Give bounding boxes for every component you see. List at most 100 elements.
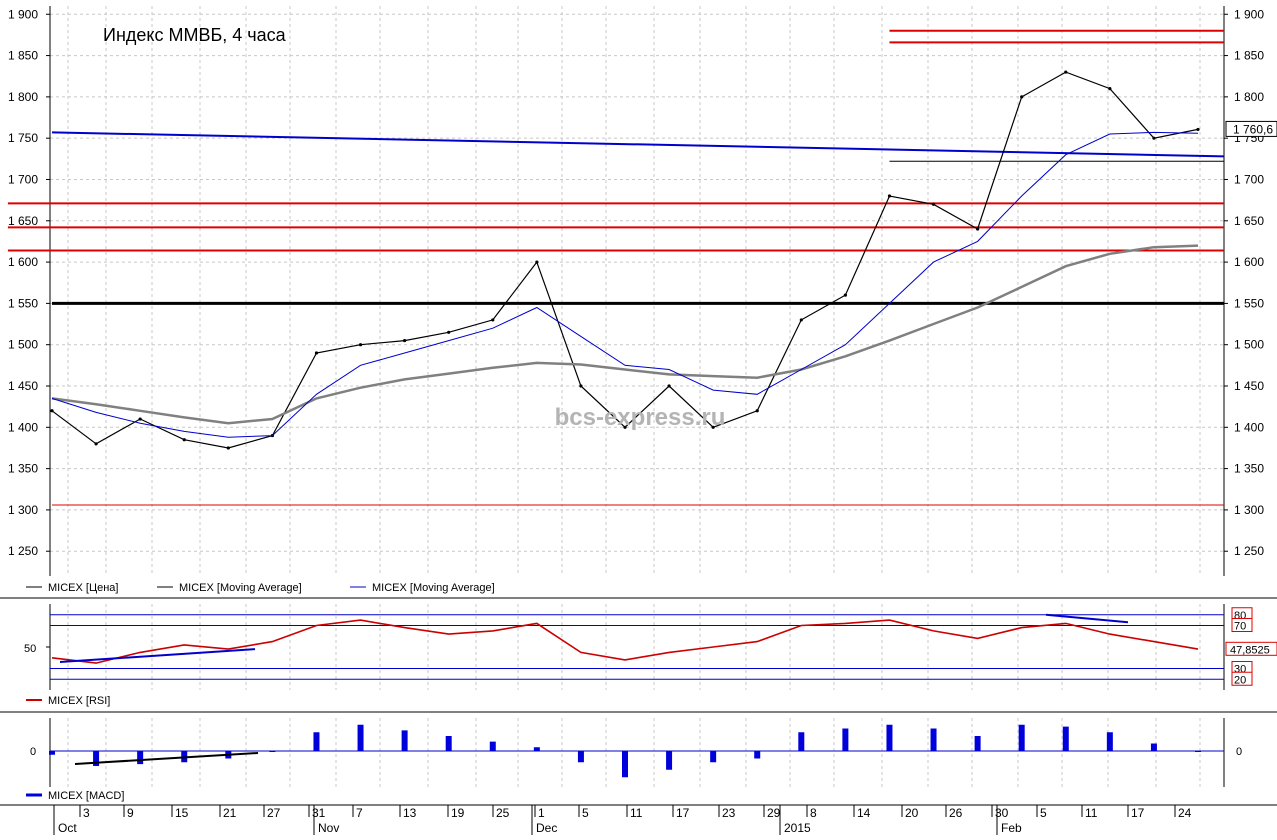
y-tick-label-right: 1 500 (1234, 338, 1264, 352)
panel-frames (0, 6, 1277, 806)
x-tick-label: 1 (538, 806, 545, 820)
x-tick-label: 19 (451, 806, 465, 820)
legend-price: MICEX [Цена] (48, 582, 118, 594)
macd-trendline (74, 752, 259, 765)
y-tick-label-left: 1 850 (8, 49, 38, 63)
price-point (447, 330, 451, 334)
x-tick-label: 21 (223, 806, 237, 820)
macd-bar (1106, 732, 1113, 751)
y-tick-label-right: 1 450 (1234, 379, 1264, 393)
macd-bar (93, 751, 100, 766)
x-tick-label: 20 (905, 806, 919, 820)
price-point (535, 260, 539, 264)
x-tick-label: 25 (496, 806, 510, 820)
y-tick-label-left: 1 350 (8, 462, 38, 476)
macd-bar (533, 747, 540, 751)
price-point (1108, 87, 1112, 91)
macd-zero-label-right: 0 (1236, 746, 1242, 758)
x-tick-label: 30 (995, 806, 1009, 820)
x-month-label: Oct (58, 821, 77, 835)
x-tick-label: 23 (722, 806, 736, 820)
y-tick-label-left: 1 250 (8, 544, 38, 558)
x-tick-label: 7 (356, 806, 363, 820)
price-point (182, 438, 186, 442)
rsi-trendline (1045, 613, 1129, 624)
macd-bar (577, 751, 584, 763)
y-tick-label-right: 1 400 (1234, 420, 1264, 434)
macd-bar (842, 728, 849, 751)
grid (50, 6, 1224, 787)
y-tick-label-left: 1 750 (8, 131, 38, 145)
watermark: bcs-express.ru (555, 404, 726, 431)
rsi-tick-box (1231, 618, 1253, 632)
price-point (799, 318, 803, 322)
y-tick-label-right: 1 250 (1234, 544, 1264, 558)
macd-bar (1018, 724, 1025, 751)
rsi-last-box (1225, 641, 1277, 656)
macd-bar (1195, 751, 1201, 752)
price-point (976, 227, 980, 231)
price-point (843, 293, 847, 297)
y-tick-label-left: 1 900 (8, 7, 38, 21)
trendline (51, 131, 1225, 158)
rsi-mid-label: 50 (24, 643, 36, 655)
rsi-label: MICEX [RSI] (48, 695, 110, 707)
y-tick-label-right: 1 850 (1234, 49, 1264, 63)
macd-bar (710, 751, 717, 763)
x-tick-label: 17 (1131, 806, 1145, 820)
macd-bar (622, 751, 628, 778)
price-point (138, 417, 142, 421)
price-point (50, 409, 54, 413)
macd-label: MICEX [MACD] (48, 790, 124, 802)
macd-bar (798, 732, 805, 751)
macd-bar (49, 751, 55, 755)
price-point (226, 446, 230, 450)
chart-title: Индекс ММВБ, 4 часа (103, 25, 287, 45)
price-point (1064, 70, 1068, 74)
y-tick-label-left: 1 550 (8, 296, 38, 310)
y-tick-label-left: 1 650 (8, 214, 38, 228)
x-month-label: Nov (318, 821, 339, 835)
macd-bar (313, 732, 320, 751)
x-tick-label: 15 (175, 806, 189, 820)
macd-bar (1150, 743, 1157, 751)
price-point (931, 202, 936, 206)
legend-ma-short: MICEX [Moving Average] (372, 582, 495, 594)
ma-short-line (51, 131, 1199, 438)
x-tick-label: 26 (949, 806, 963, 820)
macd-bar (357, 724, 364, 751)
rsi-last-label: 47,8525 (1230, 644, 1270, 656)
macd-bar (666, 751, 673, 770)
macd-bar (886, 724, 893, 751)
x-tick-label: 31 (312, 806, 326, 820)
rsi-line (51, 619, 1199, 664)
x-tick-label: 9 (127, 806, 134, 820)
rsi-trendline (59, 648, 256, 664)
x-tick-label: 27 (267, 806, 281, 820)
x-month-label: Dec (536, 821, 557, 835)
y-tick-label-right: 1 300 (1234, 503, 1264, 517)
x-tick-label: 11 (1085, 806, 1098, 820)
chart-text: Индекс ММВБ, 4 часа bcs-express.ru MICEX… (24, 25, 1242, 802)
y-tick-label-left: 1 450 (8, 379, 38, 393)
y-tick-label-left: 1 400 (8, 420, 38, 434)
rsi-tick-box (1231, 671, 1253, 686)
macd-bar (401, 730, 408, 751)
price-point (887, 194, 892, 198)
price-line (51, 71, 1199, 449)
price-point (1020, 95, 1024, 99)
y-tick-labels: 1 250 1 250 1 300 1 300 1 350 1 350 1 400 1 400… (8, 7, 1277, 558)
macd-panel (49, 724, 1224, 778)
last-value-box (1225, 120, 1277, 137)
price-point (667, 384, 671, 388)
x-tick-label: 13 (403, 806, 417, 820)
macd-bar (930, 728, 937, 751)
price-point (94, 442, 98, 446)
price-point (623, 425, 627, 429)
macd-bar (137, 751, 144, 765)
x-tick-label: 8 (810, 806, 817, 820)
x-tick-label: 24 (1178, 806, 1192, 820)
macd-bar (1062, 726, 1069, 751)
